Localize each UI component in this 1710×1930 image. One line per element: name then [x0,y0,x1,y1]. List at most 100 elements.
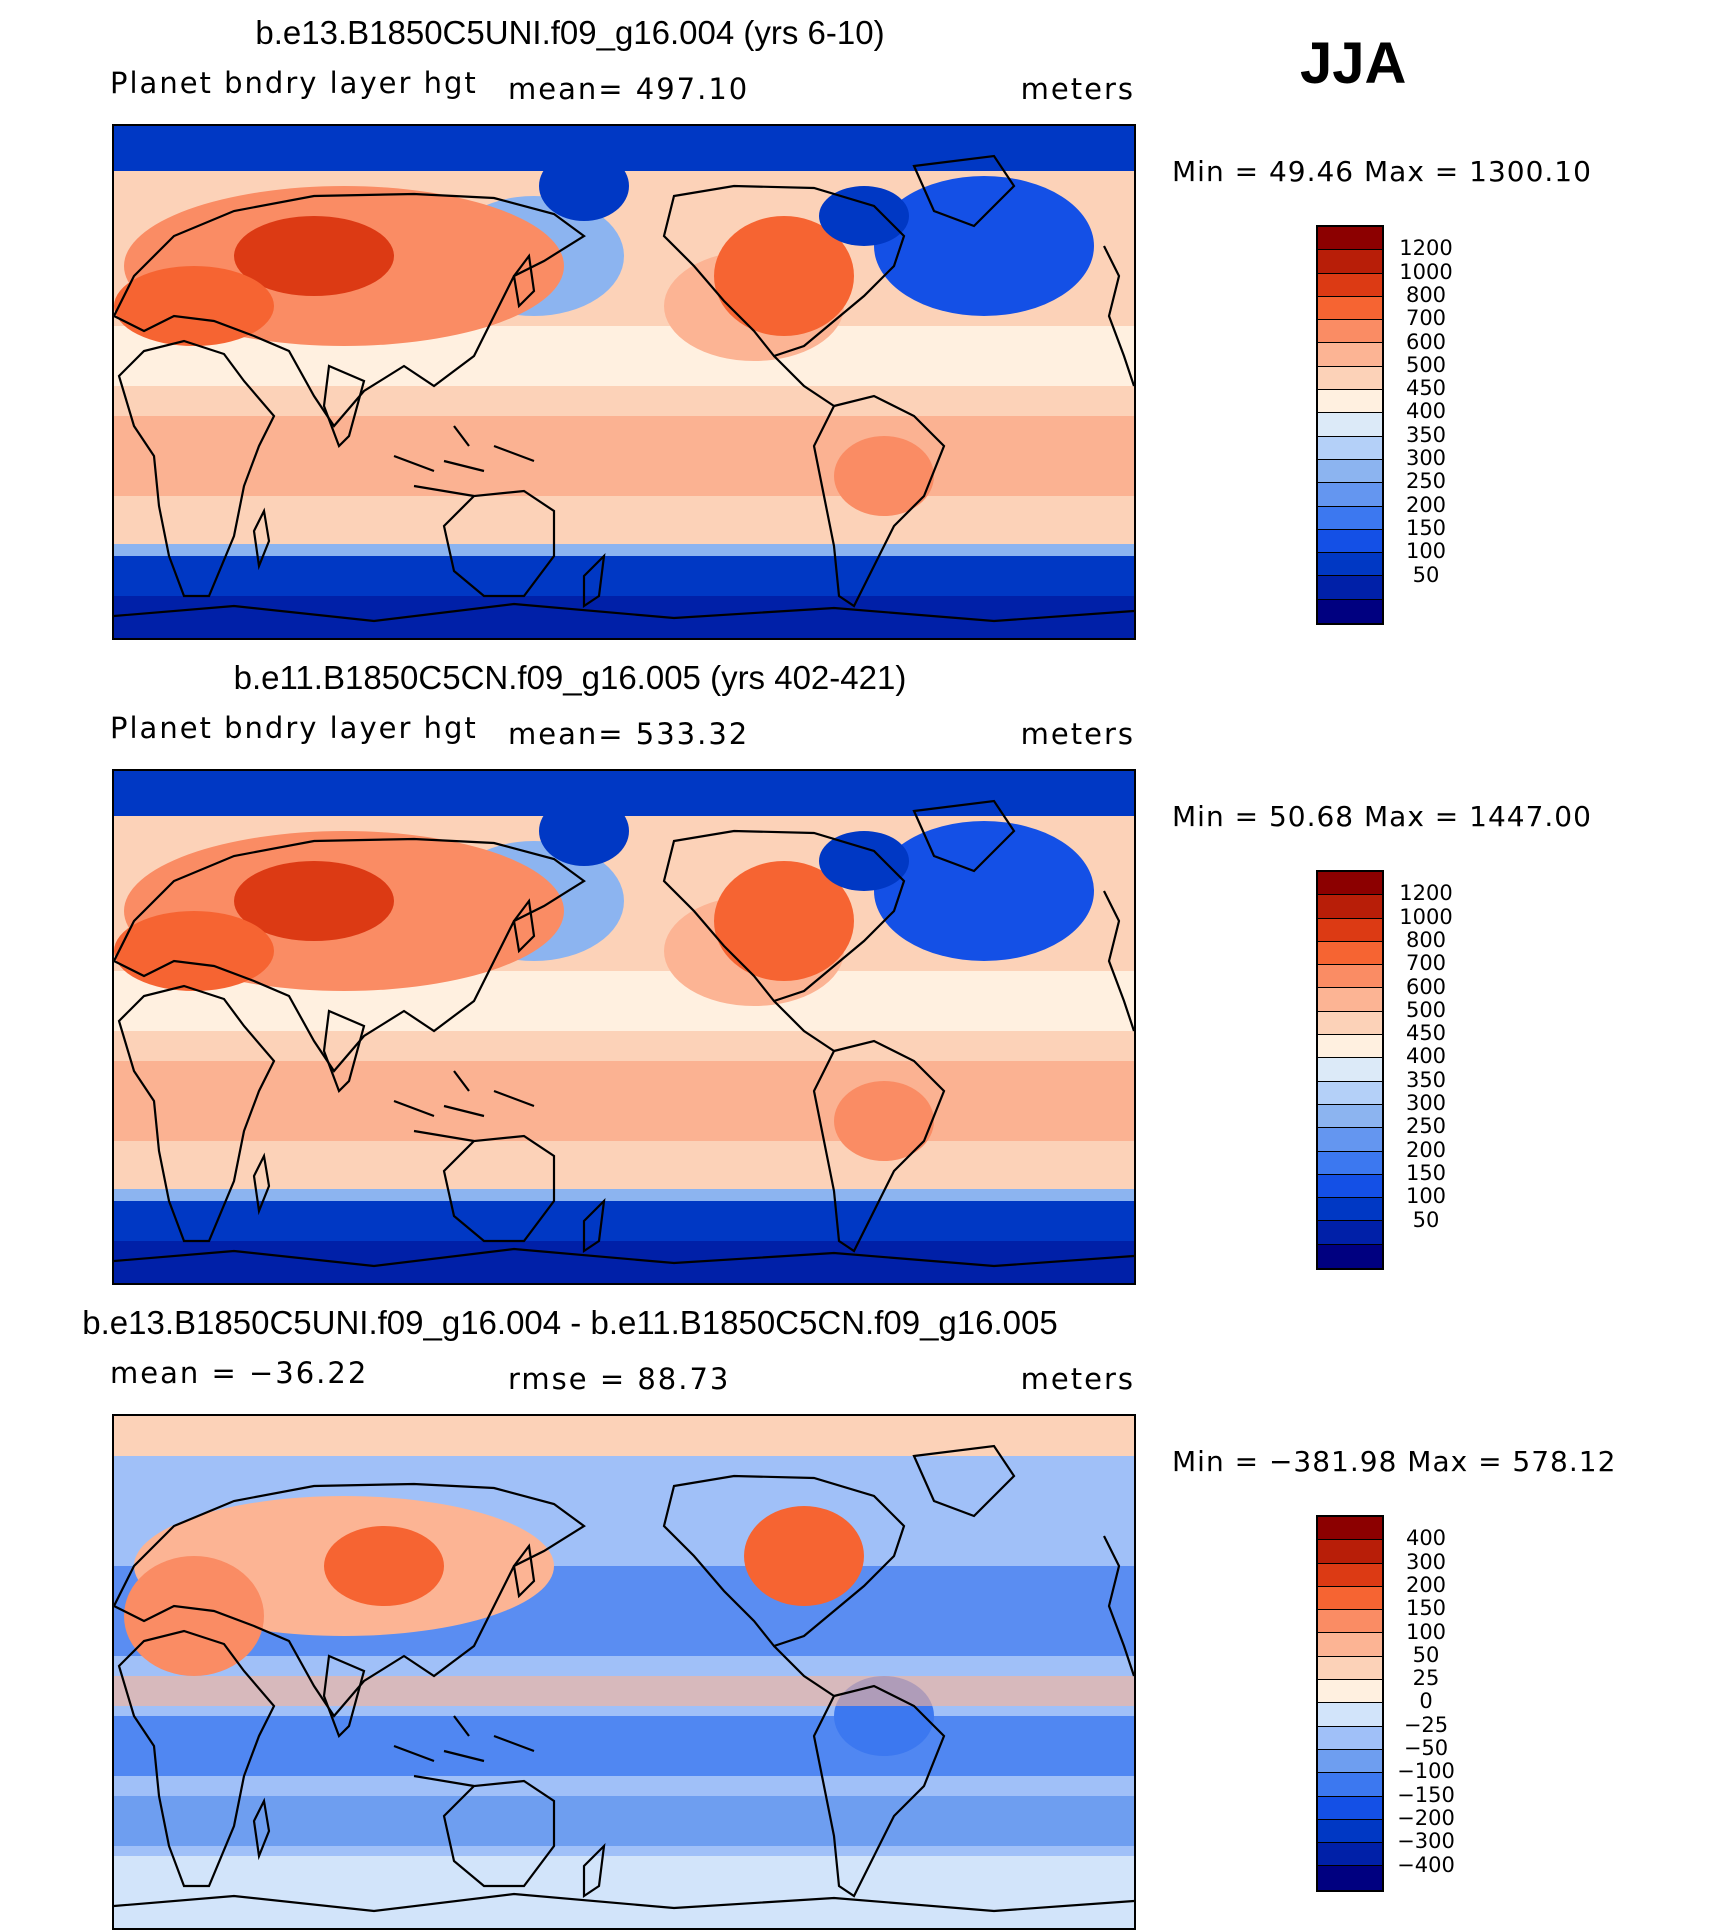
colorbar-tick-label: 25 [1412,1666,1440,1691]
colorbar-box [1318,1726,1382,1750]
colorbar-box [1318,390,1382,414]
season-label: JJA [1300,31,1407,96]
colorbar-tick-label: 600 [1405,329,1447,354]
colorbar-tick-label: 450 [1405,376,1447,401]
colorbar-tick-label: 700 [1405,951,1447,976]
colorbar-box [1318,250,1382,274]
map-plot [112,769,1136,1285]
panel-title: b.e11.B1850C5CN.f09_g16.005 (yrs 402-421… [233,659,907,696]
colorbar-box [1318,1517,1382,1541]
panel-title: b.e13.B1850C5UNI.f09_g16.004 - b.e11.B18… [82,1304,1058,1341]
colorbar-tick-label: −300 [1397,1829,1455,1854]
colorbar-box [1318,576,1382,600]
colorbar-box [1318,1610,1382,1634]
colorbar-tick-label: −50 [1403,1736,1449,1760]
colorbar-box [1318,1680,1382,1704]
colorbar-box [1318,1058,1382,1082]
colorbar-box [1318,1749,1382,1774]
colorbar-box [1318,941,1382,966]
colorbar-box [1318,436,1382,460]
colorbar-tick-label: 250 [1405,469,1447,494]
colorbar-tick-label: 0 [1419,1689,1433,1714]
colorbar-box [1318,1104,1382,1129]
colorbar-tick-label: 1000 [1399,259,1453,284]
colorbar-box [1318,1128,1382,1152]
colorbar-box [1318,1586,1382,1611]
colorbar-box [1318,1198,1382,1222]
panel-stat-label: rmse = 88.73 [508,1362,731,1396]
colorbar-box [1318,459,1382,484]
colorbar-box [1318,343,1382,367]
colorbar-tick-label: 400 [1405,399,1447,424]
panel-variable-label: Planet bndry layer hgt [110,66,478,100]
colorbar-box [1318,1633,1382,1657]
colorbar-tick-label: 150 [1405,515,1447,540]
colorbar-tick-label: 400 [1405,1044,1447,1069]
colorbar-box [1318,296,1382,321]
colorbar-box [1318,1703,1382,1727]
colorbar-tick-label: 150 [1405,1596,1447,1621]
colorbar-box [1318,366,1382,391]
colorbar-box [1318,1244,1382,1269]
contour-field [114,771,1134,1283]
panel-units-label: meters [1020,72,1135,106]
colorbar-box [1318,1866,1382,1890]
colorbar-box [1318,506,1382,530]
colorbar-box [1318,553,1382,577]
colorbar-tick-label: 300 [1405,446,1447,470]
colorbar-tick-label: −400 [1397,1852,1455,1877]
colorbar-tick-label: 1000 [1399,904,1453,929]
colorbar-tick-label: 100 [1405,1619,1447,1644]
colorbar-box [1318,872,1382,896]
colorbar-box [1318,1035,1382,1059]
colorbar-tick-label: 200 [1405,492,1447,517]
colorbar-tick-label: 1200 [1399,881,1453,906]
colorbar-box [1318,1540,1382,1564]
contour-field [114,1416,1134,1928]
colorbar-box [1318,273,1382,297]
map-plot [112,124,1136,640]
panel-title: b.e13.B1850C5UNI.f09_g16.004 (yrs 6-10) [255,14,885,51]
panel-stat-label: mean= 497.10 [508,72,750,106]
colorbar-box [1318,227,1382,251]
colorbar-box [1318,965,1382,989]
colorbar-box [1318,988,1382,1012]
colorbar-box [1318,1011,1382,1036]
colorbar-tick-label: 100 [1405,1184,1447,1209]
colorbar-tick-label: 200 [1405,1572,1447,1597]
map-plot [112,1414,1136,1930]
colorbar-box [1318,1773,1382,1797]
colorbar-tick-label: 50 [1412,1642,1440,1667]
colorbar-tick-label: 450 [1405,1021,1447,1046]
colorbar-box [1318,599,1382,624]
colorbar-box [1318,1656,1382,1681]
panel-units-label: meters [1020,717,1135,751]
colorbar [1316,870,1384,1271]
colorbar-tick-label: 700 [1405,306,1447,331]
colorbar-tick-label: 1200 [1399,236,1453,261]
colorbar-tick-label: 350 [1405,1067,1447,1092]
colorbar [1316,225,1384,626]
colorbar-tick-label: −100 [1397,1759,1455,1784]
colorbar-tick-label: 800 [1405,927,1447,952]
colorbar-box [1318,1843,1382,1867]
colorbar-tick-label: 200 [1405,1137,1447,1162]
min-max-label: Min = −381.98 Max = 578.12 [1172,1445,1617,1478]
colorbar-box [1318,1081,1382,1105]
panel-stat-label: mean= 533.32 [508,717,750,751]
colorbar-tick-label: 400 [1405,1526,1447,1551]
colorbar-box [1318,413,1382,437]
colorbar-tick-label: 50 [1412,1207,1440,1232]
colorbar-tick-label: 600 [1405,974,1447,999]
colorbar-box [1318,1151,1382,1175]
colorbar-tick-label: −200 [1397,1805,1455,1830]
colorbar-tick-label: −25 [1403,1712,1449,1737]
colorbar-tick-label: 300 [1405,1091,1447,1115]
panel-variable-label: Planet bndry layer hgt [110,711,478,745]
colorbar-tick-label: 100 [1405,539,1447,564]
colorbar-box [1318,1819,1382,1844]
colorbar-box [1318,1796,1382,1820]
colorbar-tick-label: 300 [1405,1549,1447,1574]
colorbar-box [1318,1221,1382,1245]
colorbar-tick-label: −150 [1397,1782,1455,1807]
